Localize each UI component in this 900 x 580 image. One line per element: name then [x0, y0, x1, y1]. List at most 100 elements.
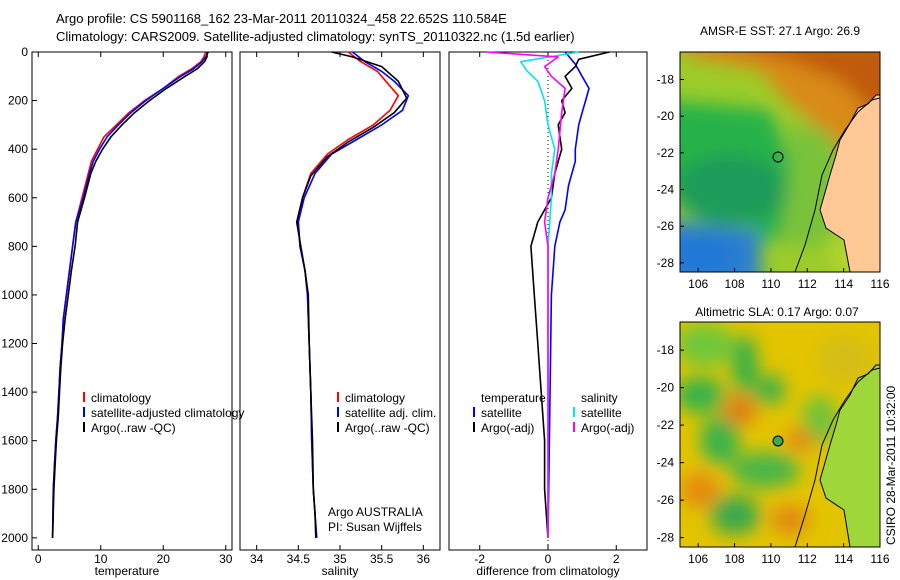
map-x-tick-label: 108	[725, 277, 745, 291]
x-tick-label: -2	[474, 552, 485, 566]
header-line-2: Climatology: CARS2009. Satellite-adjuste…	[56, 29, 575, 44]
difference-series	[486, 51, 610, 538]
temperature-panel: 0 200 400 600 800 1000 1200 1400 1600 1800 2000 0 1…	[1, 45, 244, 578]
y-tick-label: 400	[8, 142, 28, 156]
x-tick-label: 10	[94, 552, 108, 566]
x-tick-label: 34.5	[287, 552, 311, 566]
sla-map: Altimetric SLA: 0.17 Argo: 0.07	[657, 305, 890, 566]
map-x-tick-label: 110	[761, 277, 780, 291]
map-x-tick-label: 112	[798, 552, 817, 566]
temperature-x-label: temperature	[95, 564, 160, 578]
y-tick-label: 0	[21, 45, 28, 59]
difference-x-axis: -2 0 2	[474, 52, 620, 566]
pi-credit: PI: Susan Wijffels	[328, 520, 422, 534]
y-tick-label: 800	[8, 239, 28, 253]
argo-credit: Argo AUSTRALIA	[328, 505, 423, 519]
csiro-timestamp: CSIRO 28-Mar-2011 10:32:00	[884, 385, 898, 545]
y-tick-label: 1800	[1, 482, 28, 496]
temperature-x-axis: 0 10 20 30	[35, 52, 233, 566]
map-y-tick-label: -26	[657, 493, 675, 507]
depth-axis: 0 200 400 600 800 1000 1200 1400 1600 1800 2000	[1, 45, 37, 545]
map-y-tick-label: -26	[657, 219, 675, 233]
map-x-tick-label: 108	[725, 552, 745, 566]
sst-argo-marker	[772, 151, 784, 163]
x-tick-label: 34	[250, 552, 264, 566]
y-tick-label: 200	[8, 94, 28, 108]
x-tick-label: 0	[35, 552, 42, 566]
series-line-2-0	[547, 51, 590, 538]
sst-map: AMSR-E SST: 27.1 Argo: 26.9 106 108 110 112…	[657, 24, 890, 292]
map-x-tick-label: 116	[870, 277, 889, 291]
x-tick-label: 2	[613, 552, 620, 566]
map-y-tick-label: -20	[657, 109, 675, 123]
map-y-tick-label: -24	[657, 183, 675, 197]
salinity-axes-frame	[239, 51, 441, 551]
sst-map-axes: 106 108 110 112 114 116 -18 -20 -22 -24 -26 -28	[657, 73, 890, 292]
temperature-axes-frame	[31, 51, 233, 551]
map-x-tick-label: 106	[688, 552, 708, 566]
sla-isobath	[794, 367, 880, 547]
sla-map-frame	[679, 321, 881, 548]
difference-x-label: difference from climatology	[476, 564, 619, 578]
y-tick-label: 1000	[1, 288, 28, 302]
series-line-0-2	[51, 52, 208, 538]
sla-argo-marker	[772, 435, 784, 447]
legend-entry: satellite	[581, 406, 622, 420]
map-y-tick-label: -20	[657, 381, 675, 395]
y-tick-label: 1200	[1, 337, 28, 351]
map-x-tick-label: 114	[834, 552, 853, 566]
x-tick-label: 35.5	[370, 552, 394, 566]
sst-isobath	[794, 97, 880, 272]
salinity-x-label: salinity	[322, 564, 359, 578]
legend-entry: satellite adj. clim.	[345, 406, 436, 420]
series-line-1-1	[297, 51, 410, 538]
legend-entry: satellite-adjusted climatology	[91, 406, 244, 420]
sla-map-axes: 106 108 110 112 114 116 -18 -20 -22 -24 -26 -28	[657, 343, 890, 566]
sla-map-title: Altimetric SLA: 0.17 Argo: 0.07	[695, 305, 859, 319]
map-y-tick-label: -28	[657, 256, 675, 270]
series-line-0-0	[51, 51, 207, 538]
y-tick-label: 1600	[1, 434, 28, 448]
difference-panel: -2 0 2 difference from climatology tempera…	[448, 51, 648, 578]
series-line-1-2	[295, 51, 408, 538]
legend-entry: Argo(-adj)	[581, 421, 634, 435]
map-y-tick-label: -24	[657, 456, 675, 470]
x-tick-label: 20	[157, 552, 171, 566]
legend-entry: Argo(-adj)	[481, 421, 534, 435]
salinity-series	[295, 51, 410, 538]
legend-entry: climatology	[91, 391, 151, 405]
y-tick-label: 1400	[1, 385, 28, 399]
series-line-2-3	[486, 51, 566, 538]
legend-heading-salinity: salinity	[581, 391, 618, 405]
map-x-tick-label: 110	[761, 552, 780, 566]
x-tick-label: 0	[545, 552, 552, 566]
x-tick-label: 30	[219, 552, 233, 566]
map-y-tick-label: -22	[657, 146, 675, 160]
map-y-tick-label: -28	[657, 531, 675, 545]
sla-color-field	[680, 323, 873, 535]
legend-entry: Argo(..raw -QC)	[91, 421, 176, 435]
legend-entry: satellite	[481, 406, 522, 420]
map-y-tick-label: -18	[657, 73, 675, 87]
sst-map-frame	[679, 51, 881, 273]
temperature-series	[51, 51, 210, 538]
x-tick-label: 35	[333, 552, 347, 566]
map-x-tick-label: 116	[870, 552, 889, 566]
x-tick-label: 36	[417, 552, 431, 566]
sst-map-title: AMSR-E SST: 27.1 Argo: 26.9	[700, 24, 860, 38]
y-tick-label: 2000	[1, 531, 28, 545]
y-tick-label: 600	[8, 191, 28, 205]
map-x-tick-label: 112	[798, 277, 817, 291]
sla-australia-land	[819, 364, 880, 547]
salinity-panel: 34 34.5 35 35.5 36 salinity climatologysatel…	[239, 51, 441, 578]
header-line-1: Argo profile: CS 5901168_162 23-Mar-2011…	[56, 11, 507, 26]
legend-entry: climatology	[345, 391, 405, 405]
map-y-tick-label: -18	[657, 343, 675, 357]
map-y-tick-label: -22	[657, 418, 675, 432]
legend-entry: Argo(..raw -QC)	[345, 421, 430, 435]
sst-australia-land	[819, 94, 880, 272]
